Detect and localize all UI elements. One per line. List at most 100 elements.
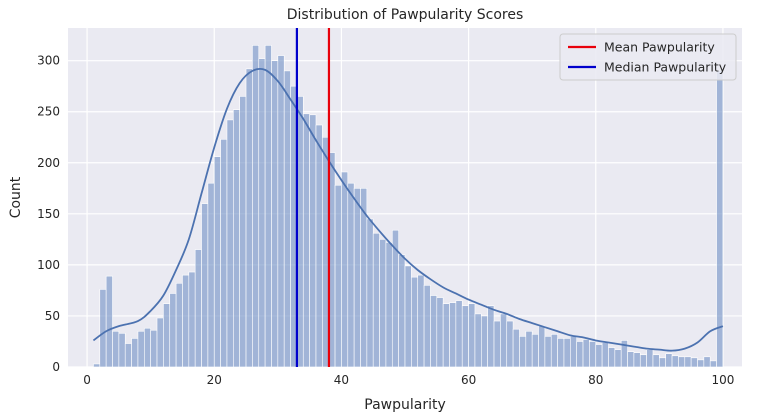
histogram-bar [245, 68, 253, 368]
x-tick-label: 0 [83, 373, 91, 387]
histogram-bar [589, 341, 597, 368]
histogram-bar [264, 45, 272, 368]
histogram-bar [277, 55, 285, 368]
y-tick-label: 150 [37, 207, 60, 221]
histogram-bar [639, 354, 647, 368]
histogram-bar [385, 242, 393, 368]
histogram-bar [283, 70, 291, 368]
histogram-bar [576, 341, 584, 368]
histogram-bar [252, 45, 260, 368]
histogram-bar [646, 349, 654, 368]
y-tick-label: 50 [45, 309, 60, 323]
histogram-bar [334, 184, 342, 368]
histogram-bar [233, 109, 240, 368]
x-tick-label: 20 [207, 373, 222, 387]
histogram-bar [131, 338, 139, 368]
histogram-bar [163, 303, 171, 368]
histogram-bar [417, 274, 425, 368]
histogram-bar [207, 182, 215, 368]
histogram-bar [353, 188, 361, 368]
histogram-bar [557, 338, 565, 368]
tick-labels: 0 20 40 60 80 100 0 50 100 150 200 250 300 [37, 54, 734, 387]
kde-curve [92, 67, 724, 352]
y-axis-label: Count [8, 176, 24, 218]
histogram-bar [455, 300, 463, 368]
histogram-bar [423, 285, 431, 368]
histogram-bar [678, 356, 686, 368]
histogram-bar [500, 313, 508, 368]
histogram-bar [169, 293, 177, 368]
histogram-bar [716, 70, 724, 368]
histogram-bar [563, 338, 571, 368]
histogram-bar [627, 351, 635, 368]
histogram-bar [347, 182, 355, 368]
histogram-bars [93, 45, 724, 368]
x-tick-label: 40 [334, 373, 349, 387]
histogram-bar [124, 343, 132, 368]
histogram-bar [570, 336, 577, 368]
histogram-bar [144, 327, 151, 368]
histogram-bar [341, 171, 349, 368]
x-tick-label: 80 [588, 373, 603, 387]
histogram-bar [188, 271, 196, 368]
histogram-bar [665, 353, 673, 368]
y-tick-label: 100 [37, 258, 60, 272]
histogram-bar [436, 297, 444, 368]
histogram-bar [671, 355, 679, 368]
histogram-bar [93, 363, 101, 368]
histogram-bar [512, 328, 520, 368]
y-tick-label: 200 [37, 156, 60, 170]
histogram-bar [220, 138, 228, 368]
histogram-bar [608, 347, 616, 368]
y-tick-label: 300 [37, 54, 60, 68]
histogram-bar [659, 357, 666, 368]
histogram-bar [595, 344, 603, 368]
legend-label: Mean Pawpularity [604, 40, 715, 55]
histogram-bar [538, 325, 546, 368]
histogram-bar [519, 336, 527, 368]
histogram-bar [442, 303, 450, 368]
histogram-bar [703, 356, 711, 368]
histogram-bar [213, 156, 221, 368]
reference-lines [295, 28, 331, 367]
legend-box [559, 33, 737, 81]
histogram-bar [697, 359, 705, 368]
histogram-bar [366, 218, 374, 368]
chart-title: Distribution of Pawpularity Scores [287, 7, 524, 23]
histogram-bar [309, 114, 317, 368]
histogram-bar [474, 313, 482, 368]
histogram-bar [506, 320, 514, 368]
histogram-bar [411, 276, 419, 368]
y-tick-label: 250 [37, 105, 60, 119]
histogram-bar [105, 275, 113, 368]
histogram-bar [398, 254, 406, 368]
histogram-bar [239, 96, 247, 368]
histogram-bar [633, 352, 641, 368]
histogram-bar [226, 119, 234, 368]
histogram-bar [258, 58, 266, 368]
histogram-bar [525, 330, 533, 368]
histogram-bar [684, 356, 692, 368]
histogram-bar [601, 342, 609, 368]
legend-label: Median Pawpularity [604, 60, 727, 75]
histogram-bar [493, 320, 501, 368]
histogram-bar [150, 329, 158, 368]
histogram-bar [531, 334, 539, 368]
histogram-bar [118, 333, 126, 368]
histogram-bar [175, 282, 183, 368]
histogram-bar [461, 305, 469, 368]
histogram-bar [99, 289, 107, 368]
kde-layer [92, 67, 724, 352]
histogram-bar [201, 203, 209, 368]
histogram-bar [137, 330, 145, 368]
histogram-bar [404, 265, 412, 368]
histogram-bar [544, 336, 552, 368]
histogram-bar [582, 339, 590, 368]
x-tick-label: 60 [461, 373, 476, 387]
histogram-bar [430, 295, 438, 368]
histogram-bar [372, 232, 380, 368]
histogram-bar [468, 303, 476, 368]
histogram-bar [487, 305, 495, 368]
histogram-bar [194, 249, 202, 368]
histogram-bar [652, 354, 660, 368]
